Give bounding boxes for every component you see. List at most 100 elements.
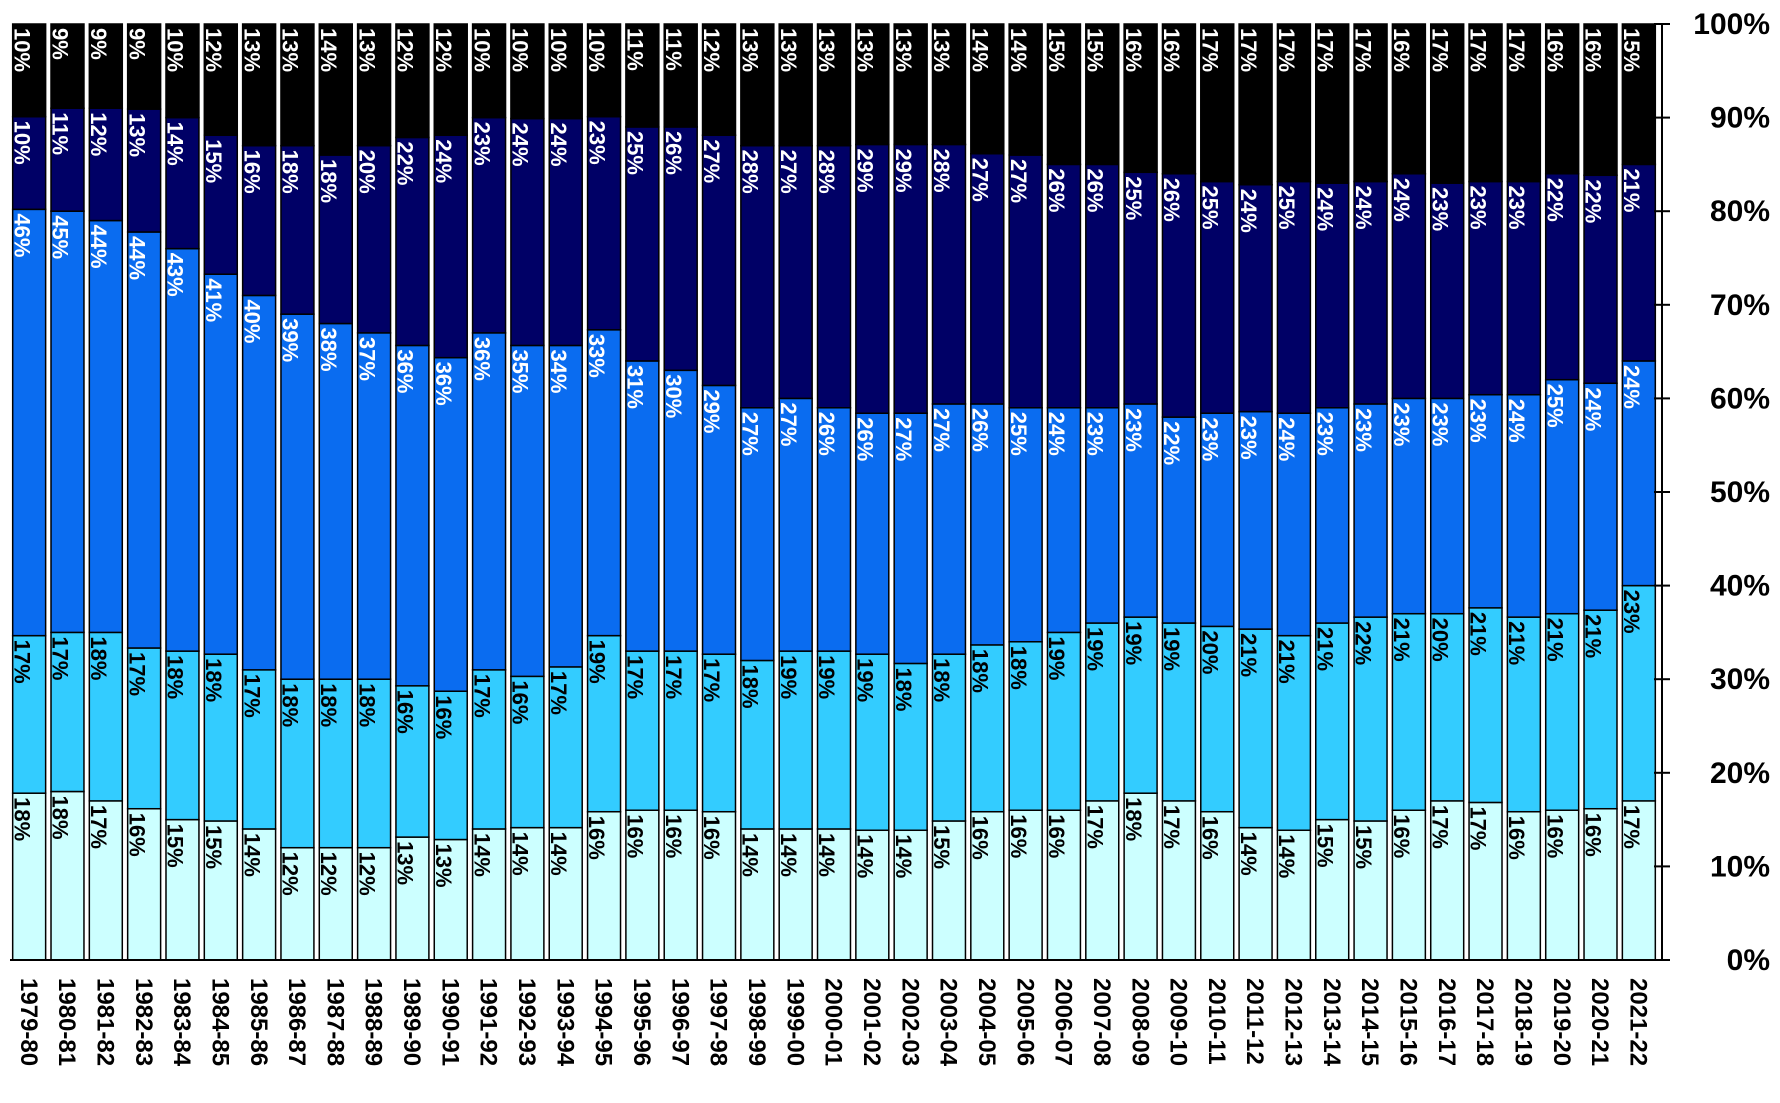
data-label: 28%	[814, 150, 839, 194]
bar-segment-1996-97-s2	[663, 650, 698, 811]
data-label: 14%	[776, 833, 801, 877]
bar-segment-2001-02-s3	[855, 412, 890, 655]
data-label: 17%	[1236, 28, 1261, 72]
data-label: 23%	[1082, 412, 1107, 456]
bar-segment-2005-06-s5	[1008, 23, 1043, 156]
x-tick-label: 1983-84	[168, 978, 195, 1067]
x-tick-label: 2015-16	[1395, 978, 1422, 1066]
bar-segment-2007-08-s1	[1085, 800, 1120, 961]
data-label: 19%	[1121, 621, 1146, 665]
y-tick-label: 20%	[1710, 757, 1770, 790]
bar-segment-1980-81-s4	[50, 107, 85, 212]
bar-segment-1991-92-s1	[471, 828, 507, 961]
data-label: 15%	[1082, 28, 1107, 72]
bar-segment-2008-09-s5	[1123, 23, 1158, 174]
data-label: 17%	[623, 655, 648, 699]
data-label: 13%	[239, 28, 264, 72]
bar-segment-2010-11-s1	[1200, 810, 1235, 961]
data-label: 17%	[1427, 805, 1452, 849]
data-label: 13%	[738, 28, 763, 72]
data-label: 25%	[623, 131, 648, 175]
bar-segment-2020-21-s5	[1583, 23, 1618, 177]
data-label: 14%	[967, 28, 992, 72]
data-label: 23%	[1236, 416, 1261, 460]
data-label: 26%	[1044, 168, 1069, 212]
data-label: 17%	[1619, 805, 1644, 849]
x-tick-label: 2013-14	[1318, 978, 1345, 1067]
data-label: 17%	[1274, 28, 1299, 72]
data-label: 18%	[929, 658, 954, 702]
bar-segment-2017-18-s1	[1468, 801, 1503, 961]
bar-segment-1981-82-s2	[88, 631, 124, 802]
data-label: 17%	[1504, 28, 1529, 72]
data-label: 36%	[393, 349, 418, 393]
data-label: 19%	[776, 655, 801, 699]
data-label: 28%	[929, 148, 954, 192]
data-label: 23%	[1312, 412, 1337, 456]
bar-segment-2014-15-s3	[1353, 403, 1388, 618]
x-tick-label: 2008-09	[1126, 978, 1153, 1066]
bar-segment-1995-96-s4	[625, 126, 660, 362]
data-label: 17%	[1312, 28, 1337, 72]
bar-segment-2000-01-s2	[816, 650, 852, 830]
bar-segment-2015-16-s4	[1391, 173, 1427, 400]
data-label: 21%	[1504, 621, 1529, 665]
bar-segment-1994-95-s4	[586, 115, 622, 331]
data-label: 12%	[699, 28, 724, 72]
data-label: 19%	[853, 658, 878, 702]
x-tick-label: 2012-13	[1280, 978, 1307, 1066]
data-label: 22%	[1159, 421, 1184, 465]
y-tick-label: 70%	[1710, 289, 1770, 322]
data-label: 18%	[1121, 797, 1146, 841]
data-label: 19%	[1159, 627, 1184, 671]
bar-segment-1994-95-s1	[586, 810, 622, 961]
bar-segment-1998-99-s3	[740, 407, 775, 662]
data-label: 16%	[1044, 814, 1069, 858]
bar-segment-1979-80-s1	[11, 792, 47, 961]
data-label: 23%	[1351, 408, 1376, 452]
bar-segment-1987-88-s5	[318, 23, 354, 156]
data-label: 25%	[1197, 186, 1222, 230]
data-label: 12%	[431, 28, 456, 72]
data-label: 18%	[316, 159, 341, 203]
bar-segment-1985-86-s4	[241, 144, 277, 297]
bar-segment-2017-18-s4	[1468, 180, 1503, 396]
bar-segment-2011-12-s4	[1238, 183, 1273, 413]
data-label: 30%	[661, 374, 686, 418]
bar-segment-1990-91-s3	[433, 356, 468, 692]
data-label: 16%	[1159, 28, 1184, 72]
bar-segment-2013-14-s4	[1315, 182, 1350, 409]
data-label: 27%	[1006, 159, 1031, 203]
data-label: 19%	[1044, 636, 1069, 680]
data-label: 18%	[48, 796, 73, 840]
data-label: 16%	[239, 150, 264, 194]
data-label: 24%	[1581, 387, 1606, 431]
data-label: 14%	[546, 832, 571, 876]
data-label: 17%	[1197, 28, 1222, 72]
y-tick-label: 90%	[1710, 102, 1770, 135]
data-label: 21%	[1236, 633, 1261, 677]
bar-segment-1987-88-s3	[318, 322, 354, 680]
bar-segment-1983-84-s5	[165, 23, 200, 119]
data-label: 23%	[584, 121, 609, 165]
data-label: 26%	[661, 131, 686, 175]
data-label: 16%	[1581, 28, 1606, 72]
bar-segment-1988-89-s4	[356, 144, 392, 334]
bar-segment-1987-88-s2	[318, 678, 354, 849]
data-label: 13%	[393, 841, 418, 885]
data-label: 17%	[1082, 805, 1107, 849]
data-label: 23%	[1121, 408, 1146, 452]
data-label: 24%	[1619, 365, 1644, 409]
bar-segment-2016-17-s3	[1429, 397, 1465, 615]
data-label: 10%	[163, 28, 188, 72]
data-label: 15%	[1312, 824, 1337, 868]
data-label: 17%	[699, 658, 724, 702]
data-label: 16%	[699, 816, 724, 860]
data-label: 17%	[1427, 28, 1452, 72]
data-label: 14%	[1274, 834, 1299, 878]
bar-segment-1995-96-s1	[625, 809, 660, 961]
data-label: 13%	[929, 28, 954, 72]
bar-segment-2018-19-s5	[1506, 23, 1542, 183]
data-label: 16%	[508, 680, 533, 724]
